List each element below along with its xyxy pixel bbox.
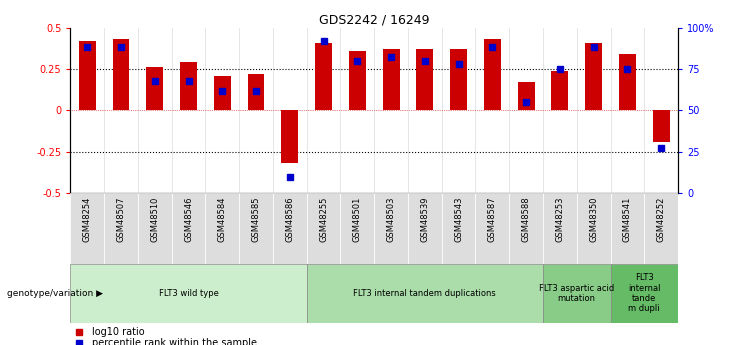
Bar — [518, 82, 534, 110]
FancyBboxPatch shape — [442, 193, 476, 264]
Text: FLT3 internal tandem duplications: FLT3 internal tandem duplications — [353, 289, 496, 298]
FancyBboxPatch shape — [374, 193, 408, 264]
Text: GSM48584: GSM48584 — [218, 197, 227, 242]
Bar — [551, 71, 568, 110]
FancyBboxPatch shape — [273, 193, 307, 264]
Text: GSM48255: GSM48255 — [319, 197, 328, 242]
FancyBboxPatch shape — [644, 193, 678, 264]
FancyBboxPatch shape — [576, 193, 611, 264]
Bar — [450, 49, 467, 110]
FancyBboxPatch shape — [476, 193, 509, 264]
FancyBboxPatch shape — [205, 193, 239, 264]
Bar — [315, 42, 332, 110]
Title: GDS2242 / 16249: GDS2242 / 16249 — [319, 13, 430, 27]
Text: GSM48350: GSM48350 — [589, 197, 598, 242]
FancyBboxPatch shape — [340, 193, 374, 264]
Bar — [585, 42, 602, 110]
Bar — [382, 49, 399, 110]
FancyBboxPatch shape — [104, 193, 138, 264]
Bar — [484, 39, 501, 110]
Bar — [79, 41, 96, 110]
FancyBboxPatch shape — [172, 193, 205, 264]
Text: GSM48541: GSM48541 — [623, 197, 632, 242]
Text: GSM48586: GSM48586 — [285, 197, 294, 242]
Text: GSM48585: GSM48585 — [251, 197, 261, 242]
FancyBboxPatch shape — [70, 193, 104, 264]
Text: genotype/variation ▶: genotype/variation ▶ — [7, 289, 104, 298]
FancyBboxPatch shape — [408, 193, 442, 264]
Text: FLT3 aspartic acid
mutation: FLT3 aspartic acid mutation — [539, 284, 614, 303]
Text: GSM48539: GSM48539 — [420, 197, 429, 242]
Bar — [282, 110, 298, 164]
FancyBboxPatch shape — [307, 193, 340, 264]
Text: GSM48252: GSM48252 — [657, 197, 665, 242]
Text: GSM48501: GSM48501 — [353, 197, 362, 242]
Bar — [247, 74, 265, 110]
Bar — [180, 62, 197, 110]
FancyBboxPatch shape — [543, 193, 576, 264]
FancyBboxPatch shape — [307, 264, 543, 323]
Bar — [214, 76, 230, 110]
Text: GSM48510: GSM48510 — [150, 197, 159, 242]
FancyBboxPatch shape — [239, 193, 273, 264]
Bar — [619, 54, 636, 110]
Text: GSM48587: GSM48587 — [488, 197, 497, 242]
Bar — [416, 49, 433, 110]
FancyBboxPatch shape — [543, 264, 611, 323]
Bar — [653, 110, 670, 142]
Text: GSM48543: GSM48543 — [454, 197, 463, 242]
FancyBboxPatch shape — [509, 193, 543, 264]
Text: GSM48507: GSM48507 — [116, 197, 125, 242]
Text: GSM48503: GSM48503 — [387, 197, 396, 242]
Text: FLT3
internal
tande
m dupli: FLT3 internal tande m dupli — [628, 273, 660, 313]
FancyBboxPatch shape — [70, 264, 307, 323]
Text: GSM48546: GSM48546 — [184, 197, 193, 242]
Bar — [113, 39, 130, 110]
Text: GSM48588: GSM48588 — [522, 197, 531, 242]
FancyBboxPatch shape — [611, 264, 678, 323]
Text: percentile rank within the sample: percentile rank within the sample — [92, 338, 257, 345]
FancyBboxPatch shape — [611, 193, 644, 264]
Text: FLT3 wild type: FLT3 wild type — [159, 289, 219, 298]
Bar — [146, 67, 163, 110]
Text: GSM48253: GSM48253 — [555, 197, 565, 242]
Bar — [349, 51, 366, 110]
Text: GSM48254: GSM48254 — [83, 197, 92, 242]
FancyBboxPatch shape — [138, 193, 172, 264]
Text: log10 ratio: log10 ratio — [92, 327, 145, 336]
